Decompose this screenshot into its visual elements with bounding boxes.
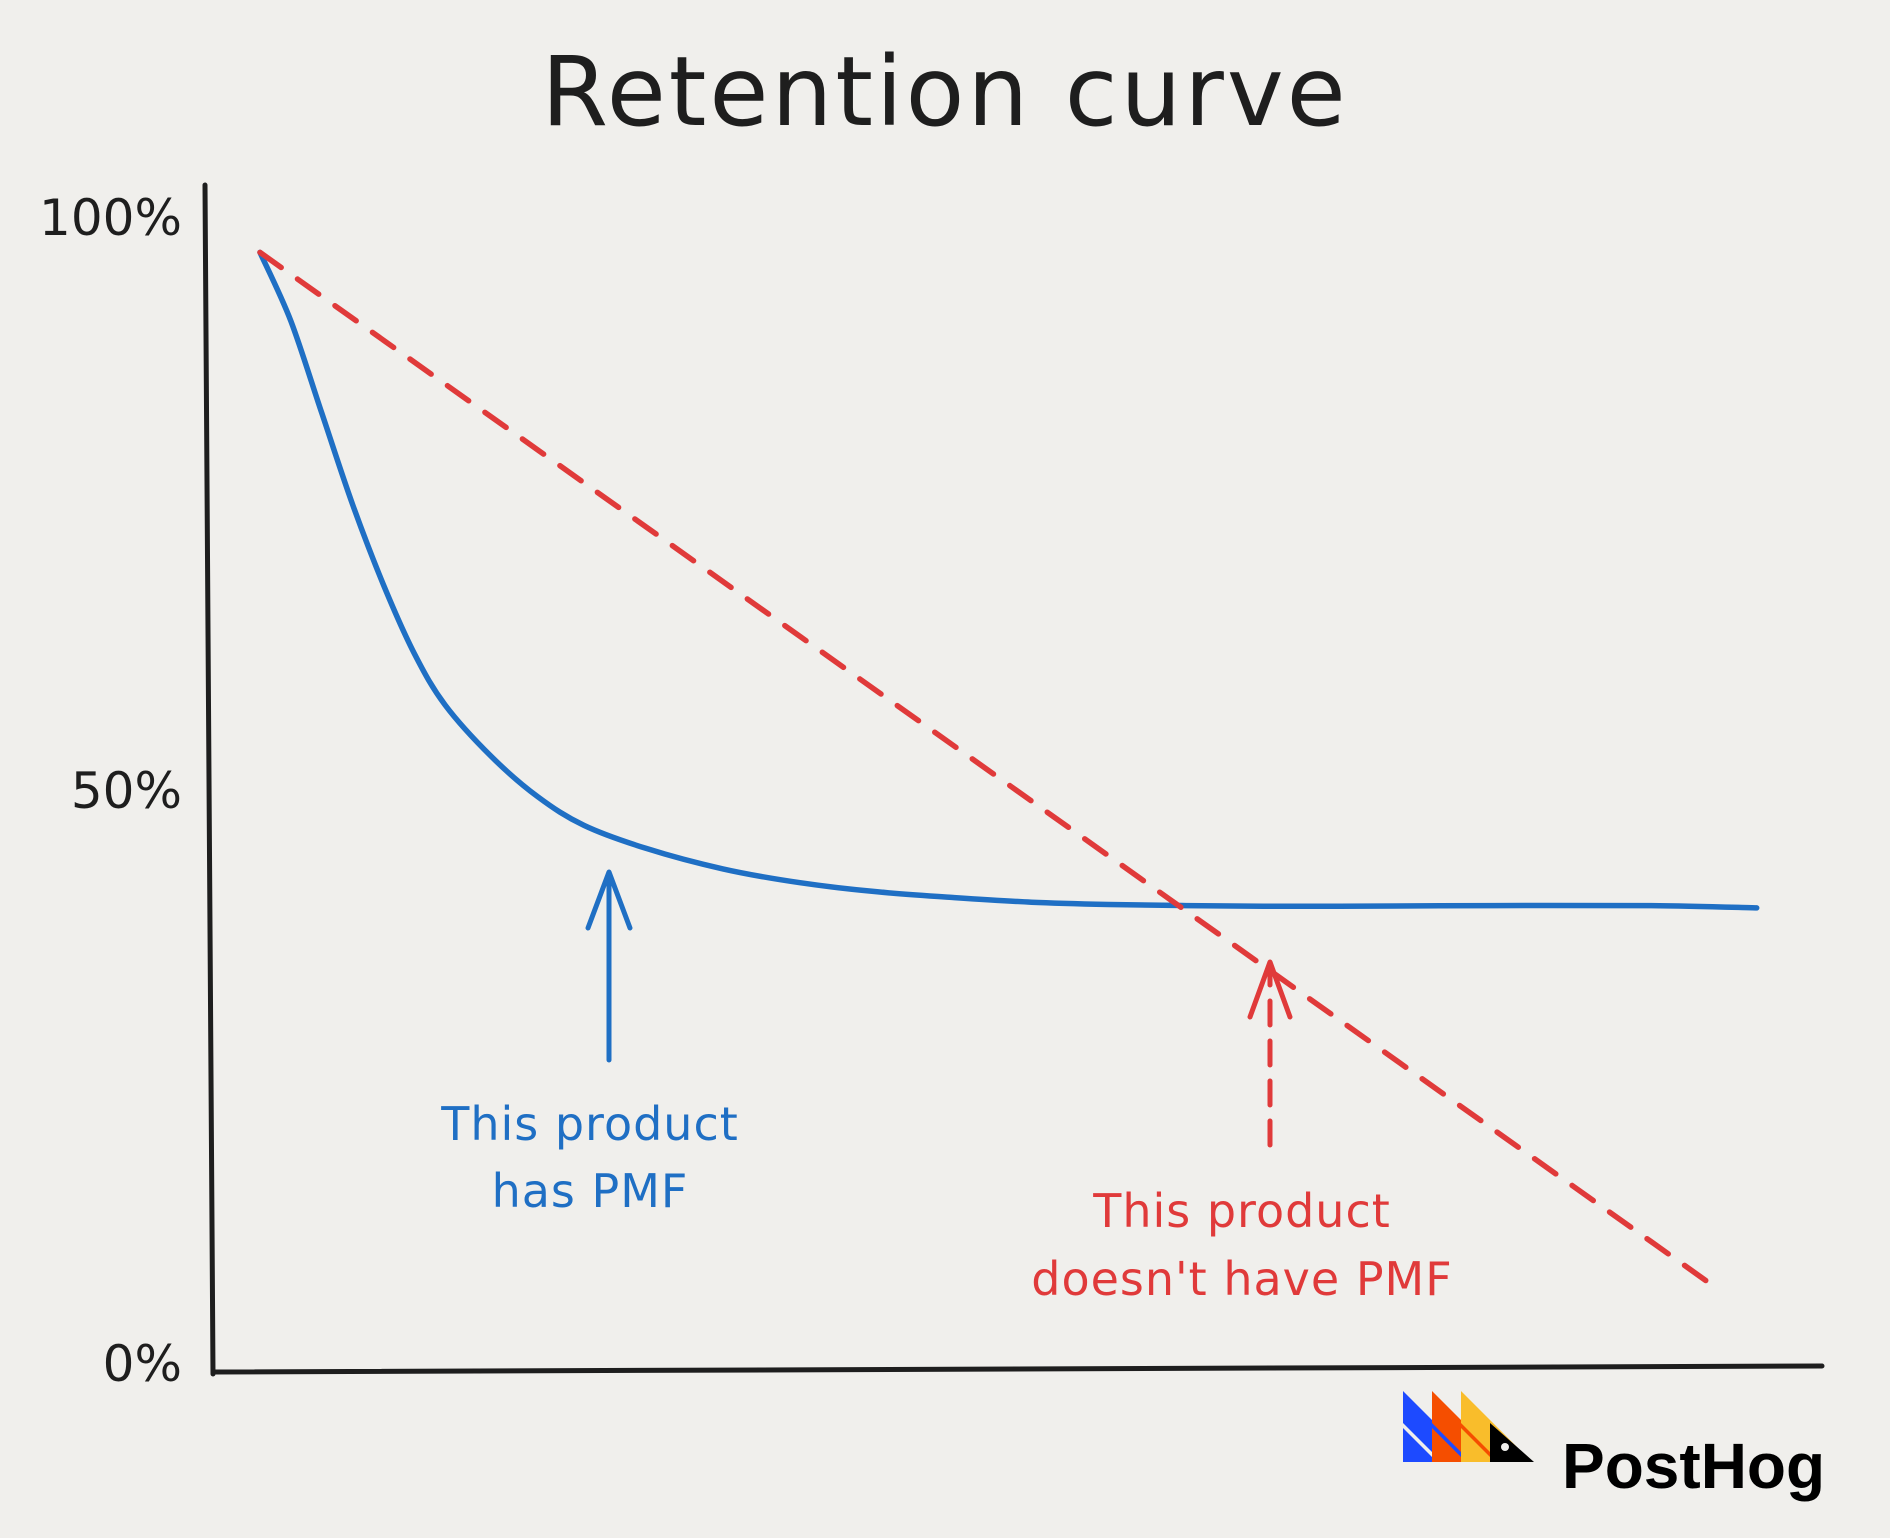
y-tick-label: 50%	[71, 762, 182, 820]
y-tick-label: 0%	[103, 1335, 182, 1393]
no-pmf-retention-line	[257, 249, 1714, 1287]
y-tick-label: 100%	[39, 189, 182, 247]
x-axis-line	[210, 1363, 1825, 1375]
brand-name: PostHog	[1562, 1430, 1825, 1502]
red-annotation-line-1: This product	[1092, 1184, 1391, 1238]
red-annotation-line-2: doesn't have PMF	[1031, 1252, 1452, 1306]
y-axis-line	[202, 182, 216, 1377]
y-axis-ticks: 100% 50% 0%	[39, 189, 182, 1393]
chart-title: Retention curve	[541, 36, 1348, 148]
blue-annotation-arrow	[585, 869, 633, 1063]
pmf-retention-curve	[257, 249, 1760, 911]
blue-annotation-line-2: has PMF	[492, 1164, 689, 1218]
blue-annotation-line-1: This product	[440, 1097, 739, 1151]
red-annotation-arrow	[1247, 959, 1293, 1148]
series-layer	[257, 249, 1760, 1287]
posthog-logo: PostHog	[1403, 1391, 1825, 1502]
posthog-hedgehog-icon	[1403, 1391, 1534, 1462]
